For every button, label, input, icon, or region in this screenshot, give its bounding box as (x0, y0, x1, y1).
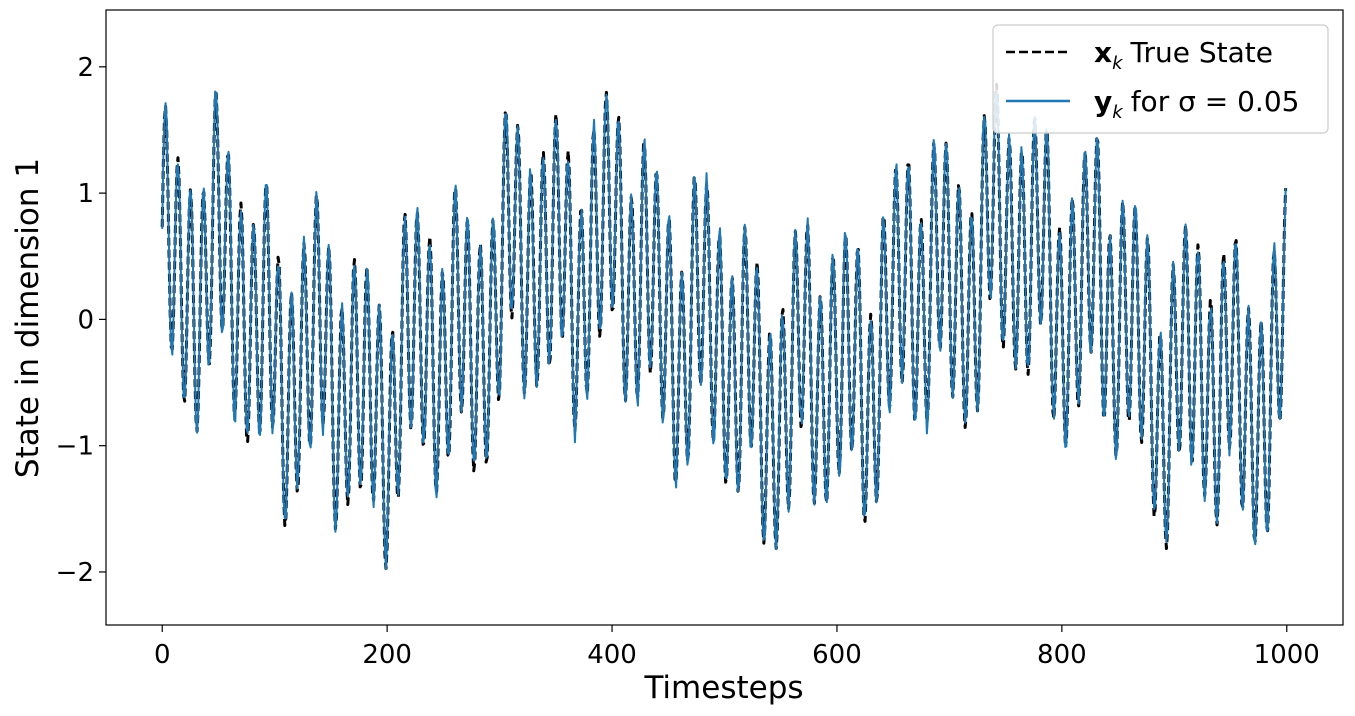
plot-frame (105, 9, 1344, 626)
x-tick-label: 800 (1037, 640, 1087, 670)
legend-label-true-state: xk True State (1094, 36, 1273, 74)
series-observed-line (161, 89, 1287, 571)
x-tick-label: 400 (587, 640, 637, 670)
y-tick-label: −2 (56, 558, 94, 588)
y-tick-label: −1 (56, 432, 94, 462)
x-axis: 0 200 400 600 800 1000 (154, 625, 1320, 670)
legend-subscript-k: k (1112, 102, 1124, 123)
x-tick-label: 1000 (1254, 640, 1320, 670)
y-tick-label: 2 (77, 53, 94, 83)
legend-subscript-k: k (1112, 53, 1124, 74)
legend-label-observed: yk for σ = 0.05 (1094, 85, 1299, 123)
x-tick-label: 600 (812, 640, 862, 670)
legend-symbol-x: x (1094, 36, 1112, 69)
x-tick-label: 200 (362, 640, 412, 670)
y-axis-label: State in dimension 1 (10, 158, 46, 478)
y-tick-label: 0 (77, 305, 94, 335)
x-tick-label: 0 (154, 640, 171, 670)
legend-symbol-y: y (1094, 85, 1112, 118)
x-axis-label: Timesteps (643, 670, 803, 706)
y-tick-label: 1 (77, 179, 94, 209)
y-axis: 2 1 0 −1 −2 (56, 53, 106, 588)
legend-box (992, 24, 1329, 134)
legend-name-observed: for σ = 0.05 (1131, 85, 1300, 118)
legend: xk True State yk for σ = 0.05 (992, 24, 1329, 134)
legend-name-true-state: True State (1130, 36, 1274, 69)
